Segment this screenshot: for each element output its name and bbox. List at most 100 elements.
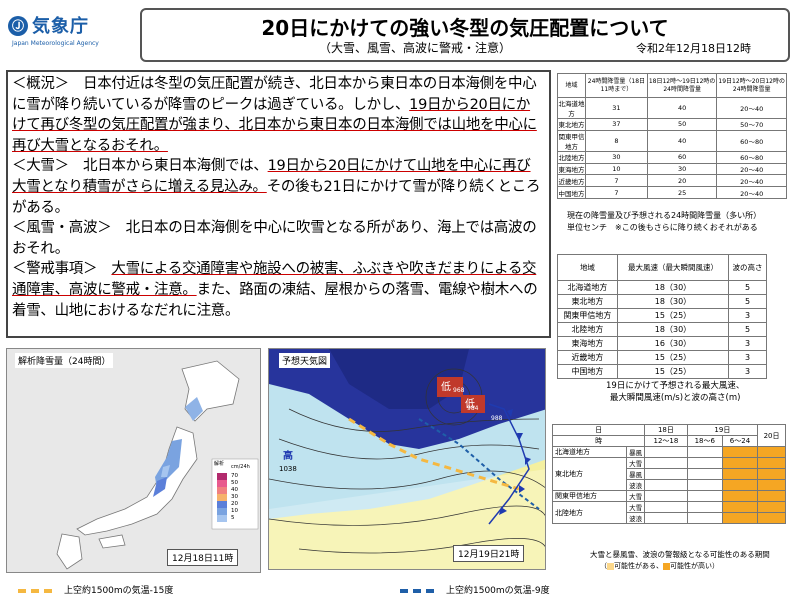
table-cell: 18（30） — [616, 322, 730, 337]
table-cell: 5 — [728, 280, 767, 295]
page-title: 20日にかけての強い冬型の気圧配置について — [261, 16, 669, 40]
table-header: 時 — [551, 435, 646, 447]
table-cell: 北海道地方 — [557, 280, 618, 295]
table-row: 関東甲信地方 8 40 60～80 — [557, 129, 787, 152]
gaikyo-underline: 19日から20日にかけて再び冬型の気圧配置が強まり、北日本から東日本の日本海側で… — [12, 96, 537, 154]
page-subtitle: （大雪、風雪、高波に警戒・注意） — [318, 41, 511, 55]
table-cell: 8 — [584, 129, 648, 152]
row-label: 東北地方 — [551, 457, 628, 491]
table-cell: 5 — [728, 322, 767, 337]
high-possibility-swatch — [663, 562, 670, 570]
table-cell: 60～80 — [716, 150, 787, 164]
snowfall-table: 地域 24時間降雪量（18日11時まで） 18日12時～19日12時の24時間降… — [557, 73, 787, 199]
table-cell: 中国地方 — [557, 186, 586, 199]
row-sublabel: 大雪 — [626, 501, 646, 513]
table-header: 6～24 — [721, 435, 759, 447]
keikai-underline: 大雪による交通障害や施設への被害、ふぶきや吹きだまりによる交通障害、高波に警戒・… — [12, 261, 537, 298]
legend-value: 5 — [231, 515, 235, 521]
table-cell: 18（30） — [616, 294, 730, 309]
table-cell: 20～40 — [716, 162, 787, 176]
row-label: 北海道地方 — [551, 446, 628, 458]
map-title: 解析降雪量（24時間） — [15, 353, 114, 368]
pressure-value: 984 — [467, 405, 479, 412]
table-cell: 北陸地方 — [557, 322, 618, 337]
table-cell: 40 — [646, 97, 718, 119]
table-row: 近畿地方 15（25） 3 — [557, 350, 767, 365]
table-cell: 16（30） — [616, 336, 730, 351]
table-row: 北海道地方 暴風 — [551, 446, 786, 458]
row-sublabel: 大雪 — [626, 457, 646, 469]
caption-line: 単位センチ ※この後もさらに降り続くおそれがある — [567, 223, 758, 232]
caption-line: 最大瞬間風速(m/s)と波の高さ(m) — [609, 393, 741, 403]
gaikyo-paragraph: ＜概況＞ 日本付近は冬型の気圧配置が続き、北日本から東日本の日本海側を中心に雪が… — [12, 74, 542, 156]
table-header: 地域 — [557, 73, 586, 98]
table-header-row: 地域 24時間降雪量（18日11時まで） 18日12時～19日12時の24時間降… — [557, 73, 787, 98]
table-cell: 31 — [584, 97, 648, 119]
keikai-label: ＜警戒事項＞ — [12, 261, 98, 278]
table-cell: 20～40 — [716, 97, 787, 119]
table-cell: 50 — [646, 118, 718, 131]
table-header: 日 — [551, 424, 646, 436]
table-cell: 37 — [584, 118, 648, 131]
table-cell: 25 — [646, 186, 718, 199]
table-header-row: 地域 最大風速（最大瞬間風速） 波の高さ — [557, 254, 767, 281]
table-cell: 15（25） — [616, 364, 730, 379]
summary-box — [6, 70, 551, 338]
table-cell: 10 — [584, 162, 648, 176]
forecast-weather-map: 予想天気図 低 968 低 984 988 高 1038 12月19日21時 — [268, 348, 546, 570]
table-row: 中国地方 15（25） 3 — [557, 364, 767, 379]
low-pressure-label: 低 — [465, 399, 475, 410]
table-row: 北海道地方 18（30） 5 — [557, 280, 767, 295]
row-label: 関東甲信地方 — [551, 490, 628, 502]
period-caption: 大雪と暴風雪、波浪の警報級となる可能性のある期間 — [590, 550, 770, 559]
table-row: 関東甲信地方 15（25） 3 — [557, 308, 767, 323]
agency-name: 気象庁 — [32, 16, 89, 37]
snowfall-caption: 現在の降雪量及び予想される24時間降雪量（多い所） 単位センチ ※この後もさらに… — [567, 210, 761, 234]
table-cell: 関東甲信地方 — [557, 308, 618, 323]
legend-value: 30 — [231, 494, 238, 500]
table-cell: 20～40 — [716, 186, 787, 199]
legend-high: 可能性が高い — [670, 562, 712, 570]
row-sublabel: 暴風 — [626, 468, 646, 480]
legend-yellow: 上空約1500mの気温-15度 — [18, 583, 173, 596]
table-row: 中国地方 7 25 20～40 — [557, 186, 787, 199]
japan-map-icon — [7, 349, 260, 572]
table-cell: 5 — [728, 294, 767, 309]
map-timestamp: 12月18日11時 — [167, 549, 239, 566]
keikai-paragraph: ＜警戒事項＞ 大雪による交通障害や施設への被害、ふぶきや吹きだまりによる交通障害… — [12, 259, 542, 321]
legend-value: 50 — [231, 480, 238, 486]
table-header: 18日 — [644, 424, 688, 436]
table-cell: 40 — [646, 129, 718, 152]
table-cell: 東北地方 — [557, 294, 618, 309]
table-row: 近畿地方 7 20 20～40 — [557, 174, 787, 188]
table-header: 19日 — [686, 424, 759, 436]
table-cell: 北陸地方 — [557, 150, 586, 164]
pressure-value: 988 — [491, 415, 503, 422]
fusetsu-text: 北日本の日本海側を中心に吹雪となる所があり、海上では高波のおそれ。 — [12, 220, 537, 257]
table-header: 24時間降雪量（18日11時まで） — [584, 73, 648, 98]
map-title: 予想天気図 — [279, 353, 331, 368]
issue-date: 令和2年12月18日12時 — [636, 42, 751, 55]
row-sublabel: 波浪 — [626, 479, 646, 491]
table-row: 波浪 — [553, 512, 786, 524]
weather-chart-icon — [269, 349, 545, 569]
legend-text: 上空約1500mの気温-9度 — [446, 586, 550, 596]
keikai-rest: また、路面の凍結、屋根からの落雪、電線や樹木への着雪、山地におけるなだれに注意。 — [12, 281, 538, 319]
fusetsu-label: ＜風雪・高波＞ — [12, 220, 112, 237]
row-sublabel: 暴風 — [626, 446, 646, 458]
table-cell: 3 — [728, 350, 767, 365]
table-header: 最大風速（最大瞬間風速） — [616, 254, 730, 281]
row-sublabel: 大雪 — [626, 490, 646, 502]
map-timestamp: 12月19日21時 — [453, 545, 525, 562]
table-cell: 東海地方 — [557, 162, 586, 176]
table-cell: 30 — [646, 162, 718, 176]
title-box — [140, 8, 790, 62]
table-row: 北陸地方 18（30） 5 — [557, 322, 767, 337]
legend-blue: 上空約1500mの気温-9度 — [400, 583, 550, 596]
table-cell: 3 — [728, 364, 767, 379]
table-cell: 50～70 — [716, 118, 787, 131]
table-cell: 20 — [646, 174, 718, 188]
table-cell: 関東甲信地方 — [557, 129, 586, 152]
legend-low: 可能性がある、 — [614, 562, 663, 570]
table-cell: 7 — [584, 174, 648, 188]
